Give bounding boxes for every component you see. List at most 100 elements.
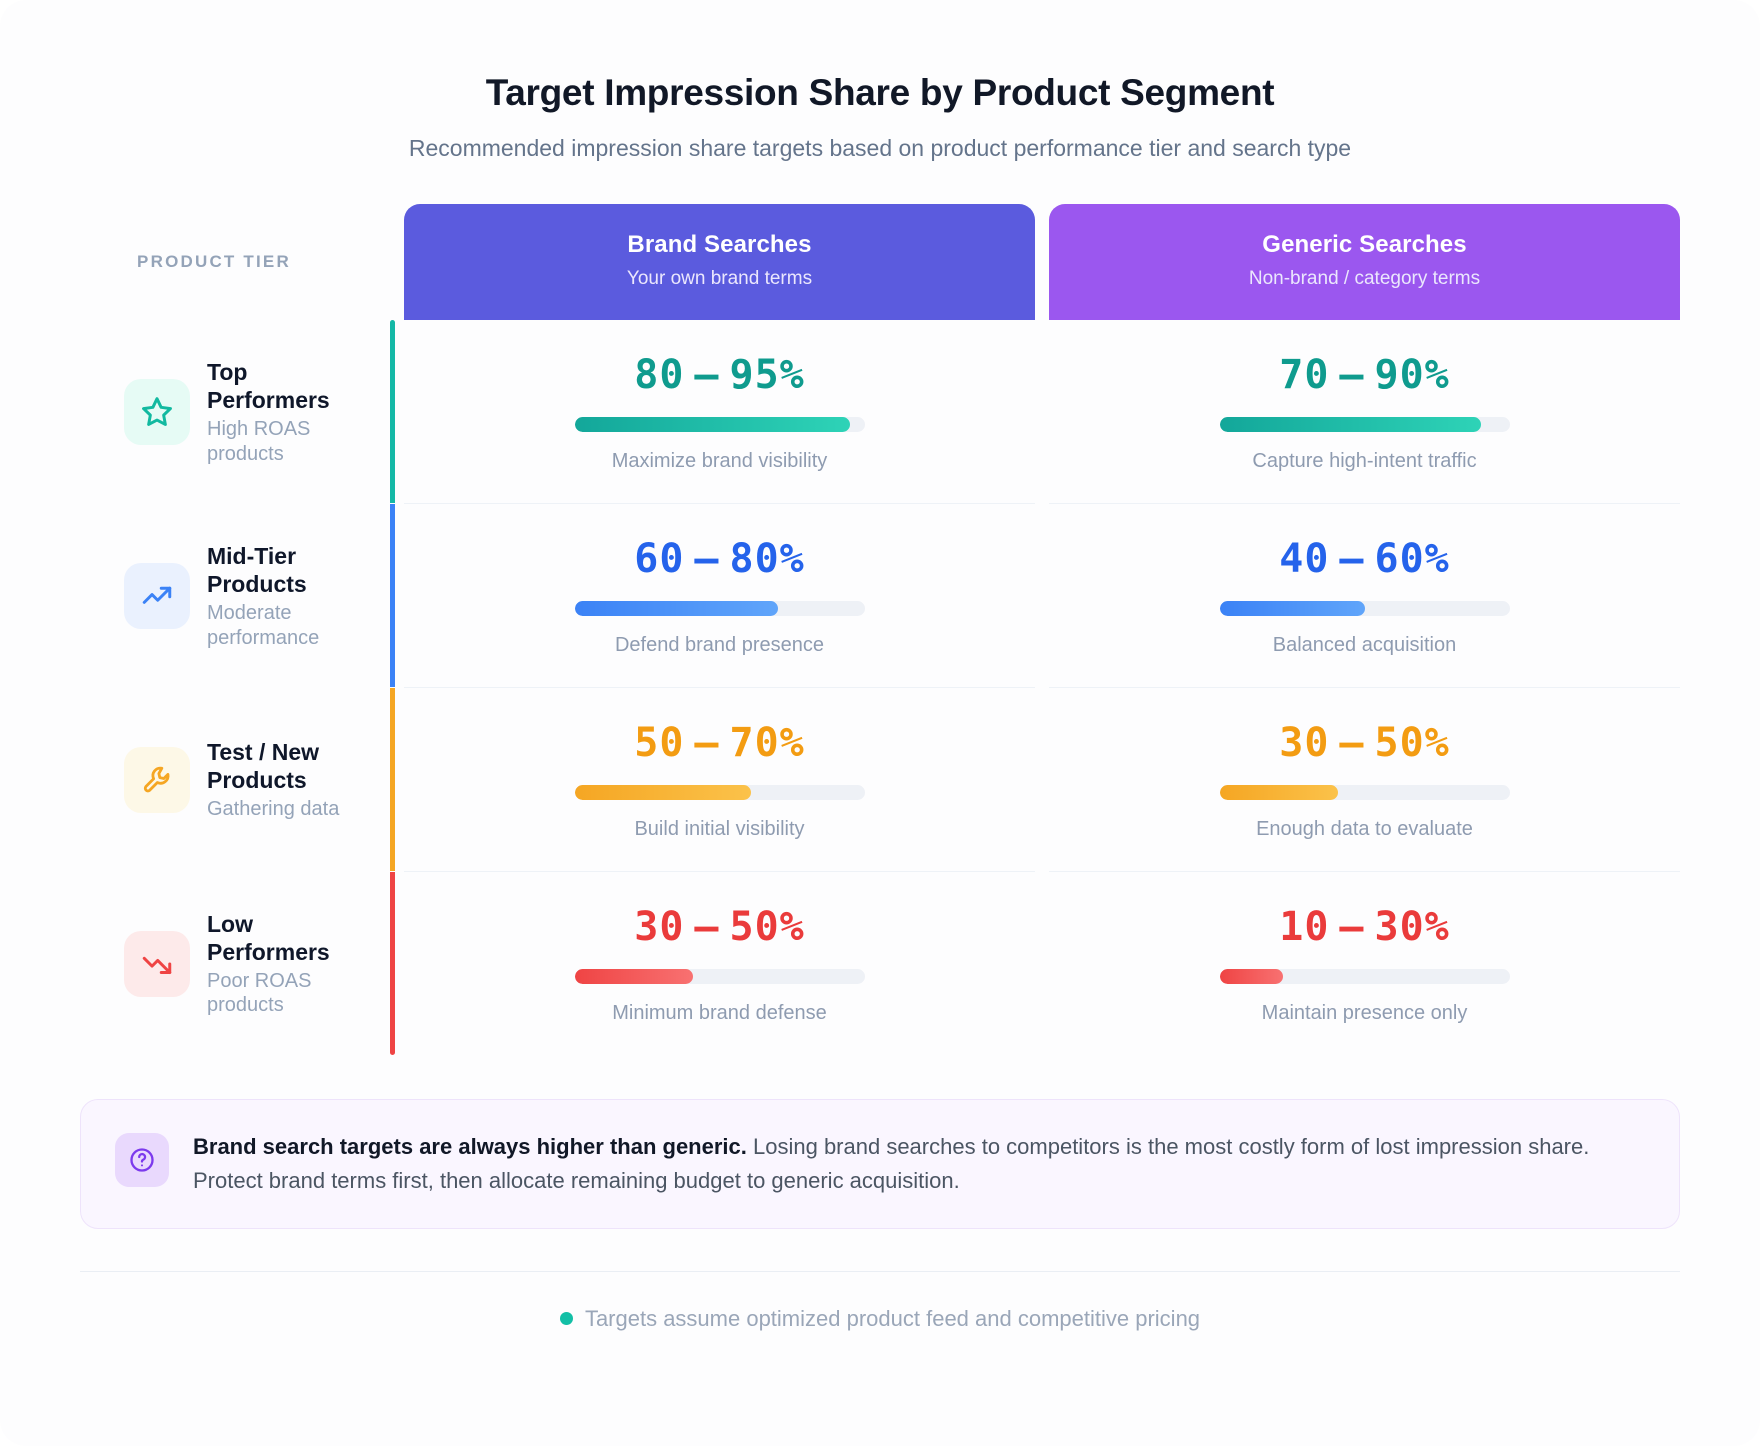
progress-bar-fill [1219, 417, 1481, 432]
progress-bar-track [1219, 417, 1510, 432]
range-min: 40 [1279, 536, 1330, 582]
range-dash: – [1339, 536, 1365, 582]
tier-cell: Top Performers High ROAS products [80, 320, 390, 504]
range-min: 70 [1279, 352, 1330, 398]
tier-text: Low Performers Poor ROAS products [207, 910, 357, 1018]
range-unit: % [779, 352, 805, 398]
range-value: 40–60% [1049, 536, 1680, 582]
range-value: 50–70% [404, 720, 1035, 766]
question-circle-icon [115, 1133, 169, 1187]
tier-name: Low Performers [207, 910, 330, 965]
page-subtitle: Recommended impression share targets bas… [408, 135, 1352, 161]
tier-accent-bar [390, 504, 395, 687]
value-cell: 50–70% Build initial visibility [390, 688, 1035, 872]
value-cell: 40–60% Balanced acquisition [1049, 504, 1680, 688]
range-dash: – [694, 720, 720, 766]
range-min: 50 [634, 720, 685, 766]
range-value: 10–30% [1049, 904, 1680, 950]
range-max: 60 [1374, 536, 1425, 582]
range-max: 90 [1374, 352, 1425, 398]
tier-cell: Test / New Products Gathering data [80, 688, 390, 872]
tier-cell: Mid-Tier Products Moderate performance [80, 504, 390, 688]
cell-note: Enough data to evaluate [1256, 818, 1473, 840]
cell-note: Defend brand presence [614, 634, 825, 656]
column-title: Generic Searches [1262, 231, 1467, 258]
range-unit: % [1424, 352, 1450, 398]
range-min: 80 [634, 352, 685, 398]
column-title: Brand Searches [627, 231, 812, 258]
matrix-header-row: PRODUCT TIER Brand Searches Your own bra… [80, 204, 1680, 320]
tier-description: Poor ROAS products [207, 969, 312, 1017]
range-value: 30–50% [1049, 720, 1680, 766]
progress-bar-fill [1219, 601, 1365, 616]
wrench-icon [124, 747, 190, 813]
footer-text: Targets assume optimized product feed an… [584, 1306, 1201, 1332]
progress-bar-track [574, 601, 865, 616]
range-dash: – [1339, 904, 1365, 950]
range-max: 80 [729, 536, 780, 582]
progress-bar-fill [574, 417, 850, 432]
progress-bar-fill [1219, 969, 1284, 984]
value-cell: 60–80% Defend brand presence [390, 504, 1035, 688]
range-dash: – [1339, 720, 1365, 766]
range-value: 60–80% [404, 536, 1035, 582]
range-max: 95 [729, 352, 780, 398]
tier-accent-bar [390, 688, 395, 871]
progress-bar-fill [574, 601, 778, 616]
range-min: 10 [1279, 904, 1330, 950]
footer: Targets assume optimized product feed an… [0, 1306, 1760, 1332]
trending-up-icon [124, 563, 190, 629]
range-max: 50 [729, 904, 780, 950]
tier-text: Test / New Products Gathering data [207, 738, 357, 821]
range-max: 70 [729, 720, 780, 766]
progress-bar-track [574, 417, 865, 432]
tier-cell: Low Performers Poor ROAS products [80, 872, 390, 1055]
footer-bullet-icon [559, 1311, 573, 1325]
progress-bar-fill [1219, 785, 1339, 800]
cell-note: Minimum brand defense [612, 1002, 827, 1024]
tier-description: High ROAS products [207, 418, 311, 465]
cell-note: Maintain presence only [1261, 1002, 1468, 1024]
cell-note: Capture high-intent traffic [1252, 450, 1477, 472]
tier-accent-bar [390, 320, 395, 503]
page-header: Target Impression Share by Product Segme… [0, 0, 1760, 162]
progress-bar-track [1219, 969, 1510, 984]
range-value: 30–50% [404, 904, 1035, 950]
value-cell: 30–50% Minimum brand defense [390, 872, 1035, 1055]
range-min: 60 [634, 536, 685, 582]
range-value: 70–90% [1049, 352, 1680, 398]
range-unit: % [779, 904, 805, 950]
cell-note: Balanced acquisition [1272, 634, 1457, 656]
progress-bar-fill [574, 785, 752, 800]
range-unit: % [1424, 536, 1450, 582]
callout-box: Brand search targets are always higher t… [80, 1099, 1680, 1230]
tier-text: Top Performers High ROAS products [207, 358, 357, 466]
column-subtitle: Your own brand terms [626, 268, 813, 289]
range-unit: % [779, 720, 805, 766]
page-title: Target Impression Share by Product Segme… [485, 72, 1275, 113]
tier-name: Mid-Tier Products [207, 543, 307, 598]
range-max: 30 [1374, 904, 1425, 950]
matrix-body: Top Performers High ROAS products 80–95% Ma… [80, 320, 1680, 1055]
range-unit: % [1424, 904, 1450, 950]
range-unit: % [1424, 720, 1450, 766]
trending-down-icon [124, 930, 190, 997]
tier-description: Gathering data [207, 798, 340, 821]
star-icon [124, 379, 190, 445]
tier-text: Mid-Tier Products Moderate performance [207, 542, 357, 650]
range-dash: – [694, 536, 720, 582]
tier-accent-bar [390, 872, 395, 1055]
range-value: 80–95% [404, 352, 1035, 398]
range-max: 50 [1374, 720, 1425, 766]
range-unit: % [779, 536, 805, 582]
column-header-brand-searches: Brand Searches Your own brand terms [404, 204, 1035, 320]
tier-description: Moderate performance [207, 602, 320, 649]
range-dash: – [694, 904, 720, 950]
cell-note: Maximize brand visibility [611, 450, 828, 472]
column-header-generic-searches: Generic Searches Non-brand / category te… [1049, 204, 1680, 320]
range-min: 30 [634, 904, 685, 950]
callout-bold-text: Brand search targets are always higher t… [193, 1134, 747, 1159]
cell-note: Build initial visibility [634, 818, 805, 840]
tier-column-header: PRODUCT TIER [80, 204, 390, 320]
